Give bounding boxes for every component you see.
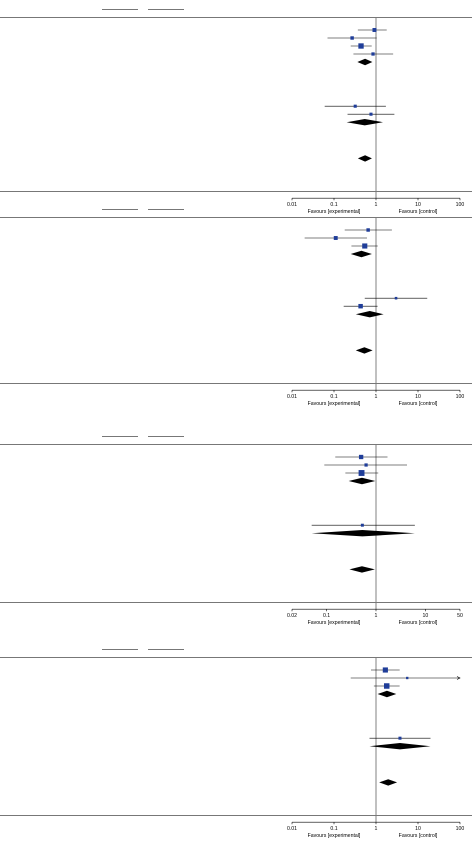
pooled-estimate-diamond: [311, 529, 415, 537]
ci-arrow: [456, 676, 461, 680]
x-tick-label: 1: [375, 613, 378, 619]
forest-plot-area: 0.01 0.1 1 10 100 Favours [experimental] Favou…: [287, 658, 465, 839]
header-rule: [102, 649, 138, 650]
point-estimate-square: [333, 236, 338, 240]
forest-plot-area: 0.01 0.1 1 10 100 Favours [experimental] Favou…: [287, 218, 465, 407]
panel-bottom-rule: [0, 815, 472, 817]
x-tick-label: 0.1: [323, 613, 330, 619]
header-divider: [0, 217, 472, 218]
x-tick-label: 100: [456, 202, 465, 208]
pooled-estimate-diamond: [357, 58, 373, 66]
point-estimate-square: [353, 104, 357, 108]
header-rule: [102, 436, 138, 437]
point-estimate-square: [362, 243, 368, 249]
point-estimate-square: [358, 303, 363, 309]
favours-experimental-label: Favours [experimental]: [308, 209, 361, 215]
x-tick-label: 0.01: [287, 394, 297, 400]
header-divider: [0, 657, 472, 658]
forest-plot-area: 0.01 0.1 1 10 100 Favours [experimental] Favou…: [287, 18, 465, 215]
pooled-estimate-diamond: [350, 250, 372, 258]
point-estimate-square: [394, 296, 398, 300]
point-estimate-square: [371, 52, 375, 56]
pooled-estimate-diamond: [355, 310, 384, 318]
point-estimate-square: [369, 112, 373, 116]
header-divider: [0, 444, 472, 445]
x-tick-label: 1: [375, 202, 378, 208]
pooled-estimate-diamond: [346, 118, 384, 126]
header-rule: [148, 649, 184, 650]
x-tick-label: 10: [415, 394, 421, 400]
point-estimate-square: [358, 470, 365, 476]
x-tick-label: 10: [415, 826, 421, 832]
point-estimate-square: [358, 454, 364, 460]
favours-experimental-label: Favours [experimental]: [308, 620, 361, 626]
header-rule: [102, 209, 138, 210]
header-rule: [148, 209, 184, 210]
favours-control-label: Favours [control]: [399, 401, 438, 407]
panel-bottom-rule: [0, 602, 472, 604]
point-estimate-square: [406, 676, 409, 680]
header-rule: [102, 9, 138, 10]
pooled-estimate-diamond: [357, 155, 372, 162]
favours-control-label: Favours [control]: [399, 620, 438, 626]
pooled-estimate-diamond: [355, 347, 373, 354]
x-tick-label: 0.1: [330, 826, 337, 832]
favours-experimental-label: Favours [experimental]: [308, 401, 361, 407]
x-tick-label: 0.1: [330, 394, 337, 400]
pooled-estimate-diamond: [377, 690, 397, 698]
x-tick-label: 1: [375, 394, 378, 400]
point-estimate-square: [372, 28, 377, 32]
x-tick-label: 0.1: [330, 202, 337, 208]
x-tick-label: 50: [457, 613, 463, 619]
x-tick-label: 0.01: [287, 826, 297, 832]
point-estimate-square: [398, 736, 402, 740]
x-tick-label: 100: [456, 826, 465, 832]
x-tick-label: 0.02: [287, 613, 297, 619]
point-estimate-square: [360, 523, 364, 527]
header-rule: [148, 9, 184, 10]
panel-bottom-rule: [0, 383, 472, 385]
favours-control-label: Favours [control]: [399, 833, 438, 839]
x-tick-label: 1: [375, 826, 378, 832]
point-estimate-square: [382, 667, 388, 673]
point-estimate-square: [364, 463, 368, 467]
point-estimate-square: [366, 228, 370, 232]
forest-plot-area: 0.02 0.1 1 10 50 Favours [experimental] Favour…: [287, 445, 463, 626]
header-divider: [0, 17, 472, 18]
point-estimate-square: [358, 43, 364, 49]
x-tick-label: 100: [456, 394, 465, 400]
x-tick-label: 0.01: [287, 202, 297, 208]
x-tick-label: 10: [415, 202, 421, 208]
x-tick-label: 10: [423, 613, 429, 619]
point-estimate-square: [383, 683, 390, 689]
pooled-estimate-diamond: [369, 742, 431, 750]
pooled-estimate-diamond: [349, 566, 375, 573]
pooled-estimate-diamond: [348, 477, 376, 485]
header-rule: [148, 436, 184, 437]
favours-control-label: Favours [control]: [399, 209, 438, 215]
favours-experimental-label: Favours [experimental]: [308, 833, 361, 839]
point-estimate-square: [350, 36, 354, 40]
panel-bottom-rule: [0, 191, 472, 193]
pooled-estimate-diamond: [379, 779, 398, 786]
